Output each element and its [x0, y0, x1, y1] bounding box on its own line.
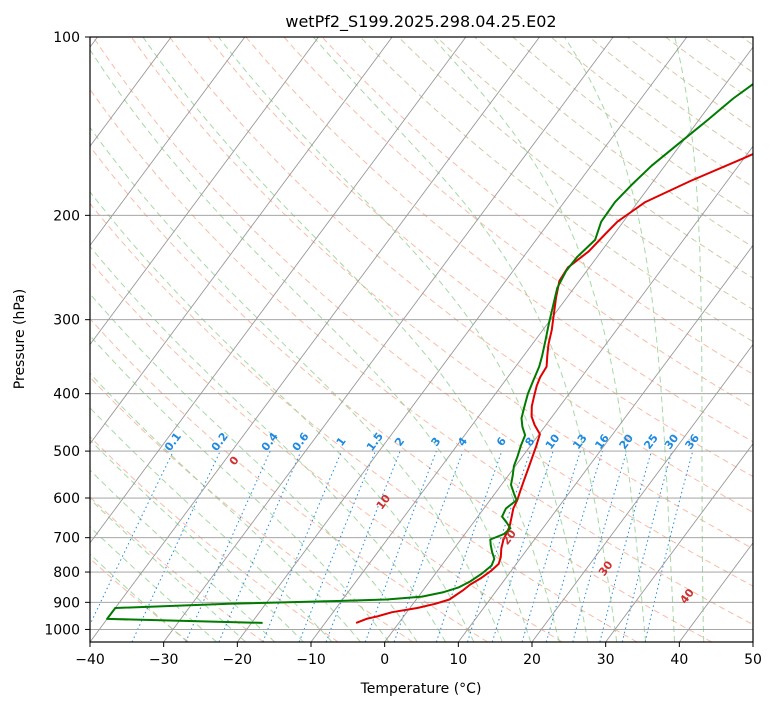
y-tick-label: 500 — [53, 444, 80, 460]
x-tick-label: 0 — [380, 652, 389, 668]
moist-adiabat-line — [90, 439, 304, 642]
mixing-ratio-line — [545, 450, 603, 642]
x-tick-label: −10 — [296, 652, 326, 668]
dry-adiabat-line — [90, 88, 753, 626]
moist-adiabat-line — [90, 469, 276, 642]
isotherm-line — [90, 37, 246, 247]
moist-adiabat-line — [313, 37, 618, 642]
y-tick-label: 100 — [53, 30, 80, 46]
moist-adiabat-line — [90, 553, 188, 642]
isotherm-line — [457, 244, 753, 642]
y-tick-label: 800 — [53, 565, 80, 581]
moist-adiabat-line — [90, 526, 217, 642]
dry-adiabat-line — [398, 37, 753, 311]
isotherm-line — [90, 37, 540, 642]
isotherm-line — [163, 37, 614, 642]
isotherm-line — [384, 145, 753, 642]
y-tick-label: 300 — [53, 313, 80, 329]
plot-frame — [89, 36, 754, 643]
dry-adiabat-line — [321, 37, 753, 375]
isotherm-line — [90, 37, 393, 445]
mixing-ratio-line — [521, 450, 581, 642]
grid-lines — [90, 37, 753, 642]
isotherm-line — [531, 343, 753, 642]
isotherm-line — [605, 442, 753, 642]
dewpoint-line — [106, 82, 753, 624]
y-tick-label: 400 — [53, 387, 80, 403]
moist-adiabat-line — [431, 37, 647, 642]
y-axis: 100 200 300 400 500 600 700 800 900 1000 — [44, 30, 90, 638]
moist-adiabat-line — [564, 37, 676, 642]
y-tick-label: 700 — [53, 531, 80, 547]
x-tick-label: −20 — [223, 652, 253, 668]
y-tick-label: 900 — [53, 595, 80, 611]
mixing-ratio-line — [325, 450, 401, 642]
y-tick-label: 1000 — [44, 622, 80, 638]
isotherm-line — [90, 37, 172, 148]
isotherm-line — [90, 37, 467, 544]
mixing-ratio-line — [298, 450, 376, 642]
moist-adiabat-line — [90, 126, 503, 642]
moist-adiabat-line — [90, 407, 333, 642]
dry-adiabat-line — [90, 202, 638, 642]
y-tick-label: 600 — [53, 491, 80, 507]
y-axis-label: Pressure (hPa) — [12, 289, 28, 389]
mixing-ratio-line — [90, 450, 174, 626]
y-tick-label: 200 — [53, 208, 80, 224]
x-tick-label: 50 — [744, 652, 762, 668]
dry-adiabat-line — [169, 37, 753, 513]
moist-adiabat-line — [142, 37, 560, 642]
sounding-series — [106, 82, 753, 624]
x-tick-label: 40 — [670, 652, 688, 668]
chart-title: wetPf2_S199.2025.298.04.25.E02 — [285, 12, 556, 32]
x-axis: −40 −30 −20 −10 0 10 20 30 40 50 — [75, 642, 762, 668]
dry-adiabat-line — [92, 37, 753, 587]
x-tick-label: −30 — [149, 652, 179, 668]
moist-adiabat-line — [90, 498, 247, 642]
moist-adiabat-line — [218, 37, 589, 642]
mixing-ratio-line — [572, 450, 628, 642]
dry-adiabat-line — [359, 37, 753, 343]
x-axis-label: Temperature (°C) — [360, 681, 482, 697]
moist-adiabat-line — [674, 37, 705, 642]
x-tick-label: −40 — [75, 652, 105, 668]
dry-adiabat-line — [90, 145, 712, 642]
x-tick-label: 30 — [597, 652, 615, 668]
temperature-line — [355, 152, 753, 624]
dry-adiabat-line — [90, 260, 563, 642]
isotherm-line — [236, 37, 688, 642]
dry-adiabat-line — [207, 37, 753, 478]
mixing-ratio-line — [435, 450, 503, 642]
x-tick-label: 20 — [523, 652, 541, 668]
x-tick-label: 10 — [449, 652, 467, 668]
isotherm-line — [90, 37, 319, 346]
